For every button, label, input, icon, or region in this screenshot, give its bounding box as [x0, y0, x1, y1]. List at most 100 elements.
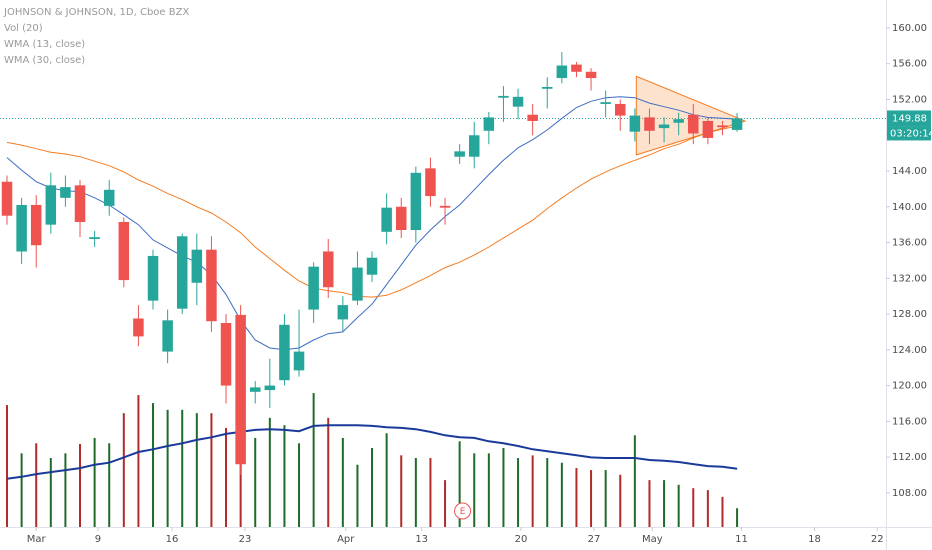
volume-bar: [444, 480, 447, 527]
x-tick-label: 13: [415, 534, 428, 545]
volume-bar: [517, 458, 520, 527]
volume-bar: [502, 447, 505, 527]
y-tick-label: 128.00: [892, 309, 927, 320]
candle-body: [512, 96, 524, 107]
candle-body: [74, 185, 86, 222]
volume-bar: [560, 462, 563, 527]
volume-bar: [137, 395, 140, 527]
candle-body: [498, 95, 509, 98]
volume-bar: [108, 443, 111, 527]
volume-ma-line: [6, 424, 738, 480]
candle-body: [147, 255, 159, 301]
candle-body: [133, 318, 144, 337]
candle-body: [483, 117, 495, 131]
candle-body: [571, 64, 582, 72]
candle-body: [541, 86, 553, 89]
legend-volume: Vol (20): [4, 23, 43, 34]
candle-body: [615, 103, 626, 116]
volume-bar: [400, 455, 403, 527]
volume-bar: [473, 453, 476, 527]
candle-body: [395, 206, 407, 231]
y-tick-label: 108.00: [892, 488, 927, 499]
x-tick-label: 18: [808, 534, 821, 545]
y-tick-label: 156.00: [892, 59, 927, 70]
last-price-label: 149.88: [892, 113, 927, 124]
y-tick-label: 140.00: [892, 202, 927, 213]
volume-bar: [663, 480, 666, 527]
candle-body: [352, 267, 363, 301]
candle-body: [220, 322, 232, 386]
candle-body: [337, 305, 349, 320]
volume-bar: [210, 413, 213, 527]
volume-bar: [429, 458, 432, 527]
y-tick-label: 132.00: [892, 273, 927, 284]
volume-layer: E: [6, 393, 739, 527]
candle-body: [731, 118, 743, 130]
y-tick-label: 160.00: [892, 23, 927, 34]
volume-bar: [49, 458, 52, 527]
volume-bar: [356, 464, 359, 527]
volume-bar: [706, 490, 709, 527]
volume-bar: [736, 508, 739, 527]
volume-bar: [64, 453, 67, 527]
volume-bar: [20, 453, 23, 527]
candle-body: [658, 124, 670, 129]
x-tick-label: 23: [239, 534, 252, 545]
volume-bar: [531, 455, 534, 527]
candle-body: [322, 251, 334, 288]
candle-body: [191, 249, 203, 283]
volume-bar: [341, 437, 344, 527]
candle-body: [1, 181, 13, 216]
candle-body: [702, 120, 714, 138]
candle-body: [308, 266, 319, 310]
volume-bar: [487, 453, 490, 527]
countdown-label: 03:20:14: [890, 128, 932, 139]
y-tick-label: 152.00: [892, 94, 927, 105]
candle-body: [454, 151, 465, 157]
candle-body: [118, 221, 130, 281]
candle-body: [381, 207, 392, 232]
candle-body: [366, 257, 378, 275]
volume-bar: [546, 458, 549, 527]
volume-bar: [152, 403, 155, 527]
volume-bar: [6, 405, 9, 527]
legend-wma30: WMA (30, close): [4, 55, 85, 66]
y-tick-label: 144.00: [892, 166, 927, 177]
volume-bar: [677, 484, 680, 527]
candle-body: [585, 71, 597, 79]
candle-body: [293, 351, 305, 371]
candle-body: [600, 102, 611, 104]
volume-bar: [268, 417, 271, 527]
candle-body: [235, 314, 246, 465]
volume-bar: [93, 437, 96, 527]
last-price-box: [887, 110, 931, 127]
candle-body: [206, 249, 217, 322]
candle-body: [103, 189, 115, 206]
volume-bar: [648, 480, 651, 527]
candle-body: [279, 324, 290, 381]
candle-body: [527, 114, 538, 121]
volume-bar: [633, 435, 636, 527]
volume-bar: [385, 433, 388, 527]
volume-bar: [254, 437, 257, 527]
volume-bar: [35, 443, 38, 527]
y-tick-label: 120.00: [892, 381, 927, 392]
candle-body: [16, 204, 27, 252]
volume-bar: [590, 470, 593, 527]
volume-bar: [122, 413, 125, 527]
volume-bar: [195, 413, 198, 527]
volume-bar: [604, 470, 607, 527]
volume-bar: [298, 443, 301, 527]
x-tick-label: 11: [735, 534, 748, 545]
candle-body: [556, 65, 568, 79]
x-tick-label: 27: [588, 534, 601, 545]
x-tick-label: 22: [871, 534, 884, 545]
x-tick-label: 16: [166, 534, 179, 545]
earnings-marker: [454, 502, 472, 520]
volume-bar: [79, 443, 82, 527]
candle-body: [644, 117, 655, 131]
candle-body: [410, 172, 422, 231]
volume-bar: [225, 427, 228, 527]
